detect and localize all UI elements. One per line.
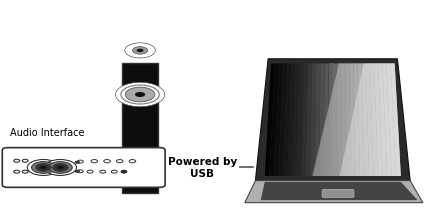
Polygon shape [382, 63, 392, 176]
Text: Powered by
USB: Powered by USB [168, 157, 237, 179]
Polygon shape [333, 63, 337, 176]
Polygon shape [292, 63, 300, 176]
Circle shape [40, 166, 47, 169]
Polygon shape [312, 63, 401, 176]
Circle shape [44, 160, 76, 175]
Polygon shape [306, 63, 312, 176]
Polygon shape [314, 63, 320, 176]
Circle shape [36, 164, 51, 171]
Polygon shape [357, 63, 365, 176]
Circle shape [125, 43, 156, 58]
Circle shape [116, 82, 164, 107]
Polygon shape [297, 63, 304, 176]
Polygon shape [261, 182, 418, 200]
Polygon shape [245, 181, 423, 203]
Polygon shape [269, 63, 279, 176]
Polygon shape [349, 63, 355, 176]
Circle shape [57, 166, 64, 169]
FancyBboxPatch shape [322, 189, 354, 197]
Polygon shape [366, 63, 374, 176]
Circle shape [31, 162, 55, 173]
Polygon shape [328, 63, 333, 176]
Polygon shape [370, 63, 378, 176]
Polygon shape [319, 63, 325, 176]
Polygon shape [386, 63, 396, 176]
Polygon shape [340, 63, 401, 176]
Circle shape [53, 164, 68, 171]
Polygon shape [324, 63, 329, 176]
FancyBboxPatch shape [122, 63, 158, 193]
Polygon shape [354, 63, 360, 176]
Circle shape [135, 92, 145, 97]
Polygon shape [341, 63, 346, 176]
Polygon shape [310, 63, 316, 176]
Polygon shape [337, 63, 342, 176]
Text: Audio Interface: Audio Interface [10, 127, 85, 138]
Polygon shape [255, 59, 410, 181]
Polygon shape [274, 63, 283, 176]
Polygon shape [378, 63, 387, 176]
Polygon shape [287, 63, 296, 176]
Polygon shape [374, 63, 382, 176]
Circle shape [27, 160, 60, 175]
FancyBboxPatch shape [2, 148, 165, 187]
Circle shape [133, 47, 148, 54]
Circle shape [137, 49, 144, 52]
Polygon shape [265, 63, 275, 176]
Polygon shape [283, 63, 292, 176]
Circle shape [125, 87, 155, 102]
Circle shape [48, 162, 72, 173]
Polygon shape [301, 63, 308, 176]
Circle shape [121, 170, 127, 173]
Polygon shape [345, 63, 351, 176]
Polygon shape [391, 63, 401, 176]
Polygon shape [278, 63, 287, 176]
Polygon shape [362, 63, 369, 176]
Circle shape [75, 170, 80, 172]
Circle shape [75, 161, 80, 163]
